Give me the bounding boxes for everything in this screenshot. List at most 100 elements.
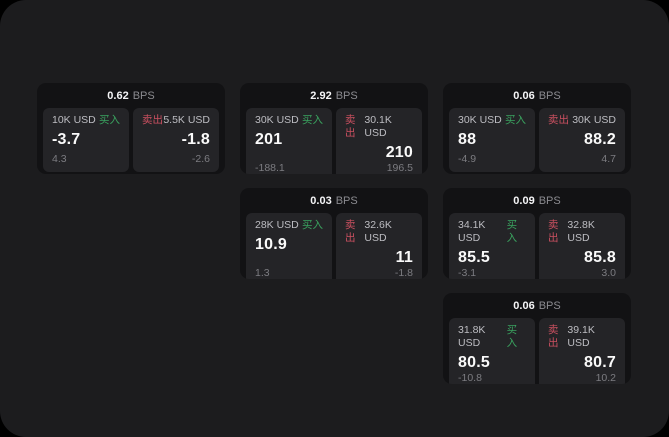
quote-card: 0.62 BPS 10K USD 买入 -3.7 4.3 卖出 5.5K USD xyxy=(37,83,225,174)
card-header: 0.03 BPS xyxy=(240,188,428,213)
bps-spread-value: 0.06 xyxy=(513,89,535,102)
sell-tag: 卖出 xyxy=(548,114,569,126)
buy-change: -4.9 xyxy=(458,153,477,165)
sell-change: 3.0 xyxy=(601,267,616,279)
buy-panel-top: 34.1K USD 买入 xyxy=(458,219,526,245)
sell-amount: 32.8K USD xyxy=(567,219,595,244)
sell-panel-top: 卖出 32.6K USD xyxy=(345,219,413,245)
buy-tag: 买入 xyxy=(99,114,120,126)
bps-spread-value: 0.06 xyxy=(513,299,535,312)
sell-panel-top: 卖出 30.1K USD xyxy=(345,114,413,140)
bps-unit-label: BPS xyxy=(335,89,358,102)
card-header: 2.92 BPS xyxy=(240,83,428,108)
sell-panel[interactable]: 卖出 39.1K USD 80.7 10.2 xyxy=(539,318,625,384)
buy-sell-panels: 34.1K USD 买入 85.5 -3.1 卖出 32.8K USD 85.8… xyxy=(443,213,631,279)
sell-tag: 卖出 xyxy=(548,219,559,244)
buy-amount: 30K USD xyxy=(255,114,299,126)
buy-panel-top: 31.8K USD 买入 xyxy=(458,324,526,350)
buy-amount: 28K USD xyxy=(255,219,299,231)
buy-tag: 买入 xyxy=(302,114,323,126)
bps-spread-value: 0.09 xyxy=(513,194,535,207)
bps-unit-label: BPS xyxy=(132,89,155,102)
buy-tag: 买入 xyxy=(505,114,526,126)
buy-change: -3.1 xyxy=(458,267,477,279)
buy-change: -10.8 xyxy=(458,372,482,384)
sell-panel-top: 卖出 32.8K USD xyxy=(548,219,616,245)
buy-price: 201 xyxy=(255,131,283,148)
buy-amount: 10K USD xyxy=(52,114,96,126)
sell-change: 10.2 xyxy=(595,372,616,384)
sell-panel[interactable]: 卖出 5.5K USD -1.8 -2.6 xyxy=(133,108,219,172)
card-header: 0.62 BPS xyxy=(37,83,225,108)
sell-price: 88.2 xyxy=(584,131,616,148)
sell-panel[interactable]: 卖出 32.6K USD 11 -1.8 xyxy=(336,213,422,279)
sell-price: 11 xyxy=(395,249,413,266)
buy-tag: 买入 xyxy=(506,219,518,244)
sell-tag: 卖出 xyxy=(345,114,356,139)
buy-panel[interactable]: 31.8K USD 买入 80.5 -10.8 xyxy=(449,318,535,384)
quote-card: 0.09 BPS 34.1K USD 买入 85.5 -3.1 卖出 32.8K… xyxy=(443,188,631,279)
buy-change: 4.3 xyxy=(52,153,67,165)
buy-price: 85.5 xyxy=(458,249,490,266)
sell-price: 80.7 xyxy=(584,354,616,371)
bps-unit-label: BPS xyxy=(335,194,358,207)
buy-change: 1.3 xyxy=(255,267,270,279)
card-header: 0.09 BPS xyxy=(443,188,631,213)
buy-panel-top: 30K USD 买入 xyxy=(255,114,323,127)
buy-price: 88 xyxy=(458,131,477,148)
sell-price: 210 xyxy=(385,144,413,161)
buy-sell-panels: 10K USD 买入 -3.7 4.3 卖出 5.5K USD -1.8 -2.… xyxy=(37,108,225,174)
buy-panel[interactable]: 28K USD 买入 10.9 1.3 xyxy=(246,213,332,279)
bps-spread-value: 2.92 xyxy=(310,89,332,102)
quote-card-grid: 0.62 BPS 10K USD 买入 -3.7 4.3 卖出 5.5K USD xyxy=(37,83,631,384)
sell-amount: 30.1K USD xyxy=(364,114,392,139)
bps-unit-label: BPS xyxy=(538,299,561,312)
buy-sell-panels: 30K USD 买入 88 -4.9 卖出 30K USD 88.2 4.7 xyxy=(443,108,631,174)
sell-panel[interactable]: 卖出 30.1K USD 210 196.5 xyxy=(336,108,422,174)
buy-sell-panels: 30K USD 买入 201 -188.1 卖出 30.1K USD 210 1… xyxy=(240,108,428,174)
quote-card: 0.06 BPS 30K USD 买入 88 -4.9 卖出 30K USD xyxy=(443,83,631,174)
buy-sell-panels: 28K USD 买入 10.9 1.3 卖出 32.6K USD 11 -1.8 xyxy=(240,213,428,279)
sell-change: 4.7 xyxy=(601,153,616,165)
sell-amount: 32.6K USD xyxy=(364,219,392,244)
sell-price: -1.8 xyxy=(181,131,210,148)
bps-spread-value: 0.62 xyxy=(107,89,129,102)
sell-price: 85.8 xyxy=(584,249,616,266)
buy-amount: 30K USD xyxy=(458,114,502,126)
buy-price: -3.7 xyxy=(52,131,81,148)
buy-panel-top: 10K USD 买入 xyxy=(52,114,120,127)
buy-panel-top: 30K USD 买入 xyxy=(458,114,526,127)
buy-price: 80.5 xyxy=(458,354,490,371)
bps-spread-value: 0.03 xyxy=(310,194,332,207)
buy-change: -188.1 xyxy=(255,162,285,174)
buy-sell-panels: 31.8K USD 买入 80.5 -10.8 卖出 39.1K USD 80.… xyxy=(443,318,631,384)
sell-tag: 卖出 xyxy=(142,114,163,126)
quote-card: 2.92 BPS 30K USD 买入 201 -188.1 卖出 30.1K … xyxy=(240,83,428,174)
buy-panel[interactable]: 10K USD 买入 -3.7 4.3 xyxy=(43,108,129,172)
sell-amount: 5.5K USD xyxy=(163,114,210,126)
bps-unit-label: BPS xyxy=(538,194,561,207)
sell-panel[interactable]: 卖出 32.8K USD 85.8 3.0 xyxy=(539,213,625,279)
card-header: 0.06 BPS xyxy=(443,293,631,318)
sell-panel-top: 卖出 30K USD xyxy=(548,114,616,127)
buy-panel-top: 28K USD 买入 xyxy=(255,219,323,232)
sell-panel[interactable]: 卖出 30K USD 88.2 4.7 xyxy=(539,108,625,172)
buy-amount: 34.1K USD xyxy=(458,219,486,244)
sell-amount: 30K USD xyxy=(572,114,616,126)
sell-amount: 39.1K USD xyxy=(567,324,595,349)
buy-panel[interactable]: 30K USD 买入 201 -188.1 xyxy=(246,108,332,174)
buy-panel[interactable]: 30K USD 买入 88 -4.9 xyxy=(449,108,535,172)
sell-change: -1.8 xyxy=(394,267,413,279)
buy-tag: 买入 xyxy=(506,324,518,349)
buy-panel[interactable]: 34.1K USD 买入 85.5 -3.1 xyxy=(449,213,535,279)
sell-tag: 卖出 xyxy=(345,219,356,244)
buy-tag: 买入 xyxy=(302,219,323,231)
sell-change: -2.6 xyxy=(191,153,210,165)
buy-amount: 31.8K USD xyxy=(458,324,486,349)
buy-price: 10.9 xyxy=(255,236,287,253)
quote-card: 0.03 BPS 28K USD 买入 10.9 1.3 卖出 32.6K US… xyxy=(240,188,428,279)
card-header: 0.06 BPS xyxy=(443,83,631,108)
quote-card: 0.06 BPS 31.8K USD 买入 80.5 -10.8 卖出 39.1… xyxy=(443,293,631,384)
sell-panel-top: 卖出 5.5K USD xyxy=(142,114,210,127)
